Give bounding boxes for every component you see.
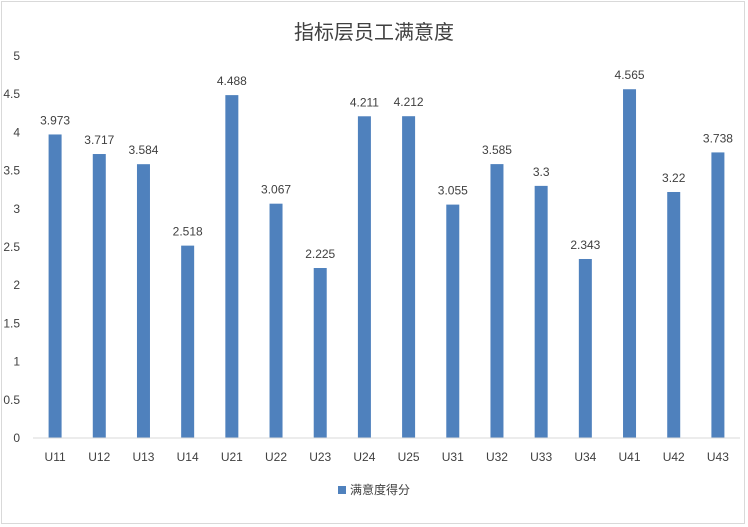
legend-swatch [337, 486, 346, 494]
data-labels: 3.973 3.717 3.584 2.518 4.488 3.067 2.225 4.211… [40, 68, 733, 261]
bar [48, 134, 62, 438]
x-tick-label: U24 [353, 450, 375, 464]
x-tick-label: U31 [442, 450, 464, 464]
x-tick-label: U11 [45, 450, 66, 464]
y-tick-label: 0.5 [3, 393, 20, 407]
data-label: 4.211 [350, 95, 379, 109]
x-tick-label: U21 [221, 450, 243, 464]
bar [225, 95, 239, 439]
data-label: 2.225 [305, 247, 335, 261]
x-tick-label: U41 [619, 450, 641, 464]
data-label: 4.565 [615, 68, 645, 82]
x-tick-label: U25 [398, 450, 420, 464]
x-tick-label: U33 [530, 450, 552, 464]
x-tick-label: U43 [707, 450, 729, 464]
data-label: 3.055 [438, 184, 468, 198]
y-tick-label: 2 [13, 278, 20, 292]
y-tick-label: 3.5 [3, 164, 20, 178]
bar [711, 152, 725, 438]
x-tick-label: U22 [265, 450, 287, 464]
data-label: 3.584 [128, 143, 158, 157]
data-label: 3.585 [482, 143, 512, 157]
y-tick-label: 5 [13, 49, 20, 63]
bar [446, 204, 460, 438]
bar [313, 268, 327, 438]
data-label: 4.488 [217, 74, 247, 88]
bar [490, 164, 504, 438]
bar-series [48, 89, 725, 439]
legend: 满意度得分 [0, 481, 748, 498]
y-tick-label: 4 [13, 125, 20, 139]
bar [623, 89, 637, 438]
y-tick-label: 1.5 [3, 316, 20, 330]
bar [136, 164, 150, 438]
bar [92, 154, 106, 439]
bar [357, 116, 371, 438]
x-tick-label: U23 [309, 450, 331, 464]
data-label: 3.3 [533, 165, 550, 179]
data-label: 3.717 [84, 133, 114, 147]
bar [534, 185, 548, 438]
legend-label: 满意度得分 [349, 483, 410, 497]
y-axis: 0 0.5 1 1.5 2 2.5 3 3.5 4 4.5 5 [3, 49, 20, 445]
data-label: 3.738 [703, 131, 733, 145]
data-label: 2.518 [173, 225, 203, 239]
x-tick-label: U13 [132, 450, 154, 464]
x-tick-label: U32 [486, 450, 508, 464]
data-label: 3.22 [662, 171, 686, 185]
x-tick-label: U42 [663, 450, 685, 464]
bar [269, 203, 283, 438]
data-label: 3.973 [40, 113, 70, 127]
data-label: 2.343 [570, 238, 600, 252]
data-label: 3.067 [261, 183, 291, 197]
y-tick-label: 3 [13, 202, 20, 216]
bar [181, 245, 195, 438]
y-tick-label: 4.5 [3, 87, 20, 101]
x-tick-label: U12 [88, 450, 110, 464]
bar [578, 258, 592, 438]
y-tick-label: 1 [13, 355, 20, 369]
y-tick-label: 2.5 [3, 240, 20, 254]
data-label: 4.212 [394, 95, 424, 109]
bar [402, 116, 416, 439]
x-axis: U11 U12 U13 U14 U21 U22 U23 U24 U25 U31 U32 U33 U34 U… [33, 437, 740, 464]
bar [667, 191, 681, 438]
x-tick-label: U34 [574, 450, 596, 464]
chart-title: 指标层员工满意度 [294, 20, 454, 44]
x-tick-label: U14 [177, 450, 199, 464]
y-tick-label: 0 [13, 431, 20, 445]
